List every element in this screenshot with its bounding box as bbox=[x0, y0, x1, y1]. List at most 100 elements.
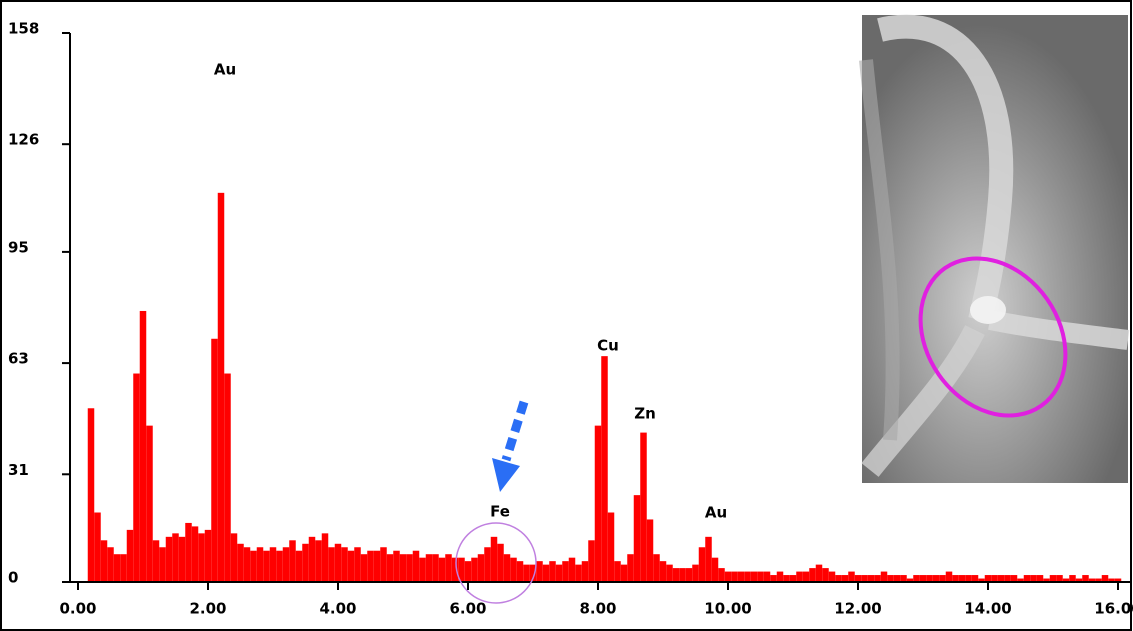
bar bbox=[926, 575, 933, 582]
peak-label: Zn bbox=[634, 405, 656, 423]
bar bbox=[789, 575, 797, 582]
bar bbox=[588, 540, 595, 582]
bar bbox=[614, 561, 621, 582]
bar bbox=[289, 540, 296, 582]
x-tick-label: 8.00 bbox=[579, 600, 616, 618]
bar bbox=[1062, 578, 1070, 582]
bar bbox=[536, 561, 543, 582]
x-tick-label: 16.00 bbox=[1094, 600, 1133, 618]
bar bbox=[750, 571, 758, 582]
bar bbox=[269, 547, 277, 582]
bar bbox=[770, 575, 777, 582]
bar bbox=[406, 554, 413, 582]
bar bbox=[432, 554, 439, 582]
bar bbox=[633, 495, 641, 582]
bar bbox=[386, 554, 394, 582]
bar bbox=[666, 564, 673, 582]
peak-label: Au bbox=[705, 504, 727, 522]
bar bbox=[711, 557, 719, 582]
x-tick-label: 12.00 bbox=[834, 600, 881, 618]
bar bbox=[880, 571, 888, 582]
x-tick-label: 14.00 bbox=[964, 600, 1011, 618]
bar bbox=[581, 561, 589, 582]
bar bbox=[425, 554, 433, 582]
bar bbox=[347, 550, 355, 582]
bar bbox=[1036, 575, 1044, 582]
bar bbox=[692, 564, 699, 582]
bar bbox=[438, 557, 446, 582]
bar bbox=[490, 536, 498, 582]
y-tick-label: 126 bbox=[8, 131, 39, 149]
bar bbox=[1017, 578, 1024, 582]
bar bbox=[334, 543, 342, 582]
bar bbox=[87, 408, 95, 582]
y-tick-label: 95 bbox=[8, 238, 29, 256]
bar bbox=[757, 571, 764, 582]
bar bbox=[562, 561, 569, 582]
bar bbox=[646, 519, 654, 582]
peak-label: Fe bbox=[490, 503, 510, 521]
bar bbox=[835, 575, 842, 582]
bar bbox=[893, 575, 901, 582]
bar bbox=[1088, 578, 1096, 582]
peak-label: Au bbox=[214, 61, 236, 79]
bar bbox=[107, 547, 114, 582]
bar bbox=[575, 564, 582, 582]
bar bbox=[503, 554, 511, 582]
bar bbox=[230, 533, 238, 582]
bar bbox=[776, 571, 784, 582]
bar bbox=[458, 557, 465, 582]
bar bbox=[991, 575, 998, 582]
bar bbox=[653, 554, 660, 582]
bar bbox=[399, 554, 407, 582]
bar bbox=[542, 564, 550, 582]
bar bbox=[1056, 575, 1063, 582]
bar bbox=[211, 338, 218, 582]
bar bbox=[198, 533, 205, 582]
bar bbox=[373, 550, 381, 582]
bar bbox=[555, 564, 563, 582]
bar bbox=[809, 568, 816, 582]
bar bbox=[204, 529, 212, 582]
bar bbox=[1010, 575, 1018, 582]
bar bbox=[113, 554, 121, 582]
bar bbox=[471, 557, 478, 582]
bar bbox=[360, 554, 368, 582]
bar bbox=[1023, 575, 1031, 582]
bar bbox=[679, 568, 686, 582]
bar bbox=[308, 536, 316, 582]
bar bbox=[256, 547, 264, 582]
bar bbox=[958, 575, 966, 582]
bar bbox=[302, 543, 309, 582]
bar bbox=[874, 575, 881, 582]
bar bbox=[971, 575, 979, 582]
bar bbox=[620, 564, 628, 582]
bar bbox=[601, 356, 608, 582]
x-tick-label: 2.00 bbox=[189, 600, 226, 618]
bar bbox=[224, 373, 231, 582]
bar bbox=[685, 568, 693, 582]
bar bbox=[1030, 575, 1037, 582]
bar bbox=[165, 536, 173, 582]
bar bbox=[594, 425, 602, 582]
bar bbox=[731, 571, 738, 582]
bar bbox=[802, 571, 810, 582]
bar bbox=[828, 571, 836, 582]
bar bbox=[159, 547, 166, 582]
highlight-circle bbox=[455, 522, 537, 604]
bar bbox=[393, 550, 400, 582]
plot bbox=[87, 192, 1122, 582]
bar bbox=[1108, 578, 1115, 582]
bar bbox=[724, 571, 732, 582]
bar bbox=[152, 540, 160, 582]
bar bbox=[1101, 575, 1109, 582]
bar bbox=[568, 557, 576, 582]
bar bbox=[932, 575, 940, 582]
bar bbox=[900, 575, 907, 582]
bar bbox=[672, 568, 680, 582]
bar bbox=[263, 550, 270, 582]
bar bbox=[276, 550, 283, 582]
bar bbox=[94, 512, 101, 582]
bar bbox=[412, 550, 420, 582]
bar bbox=[315, 540, 322, 582]
